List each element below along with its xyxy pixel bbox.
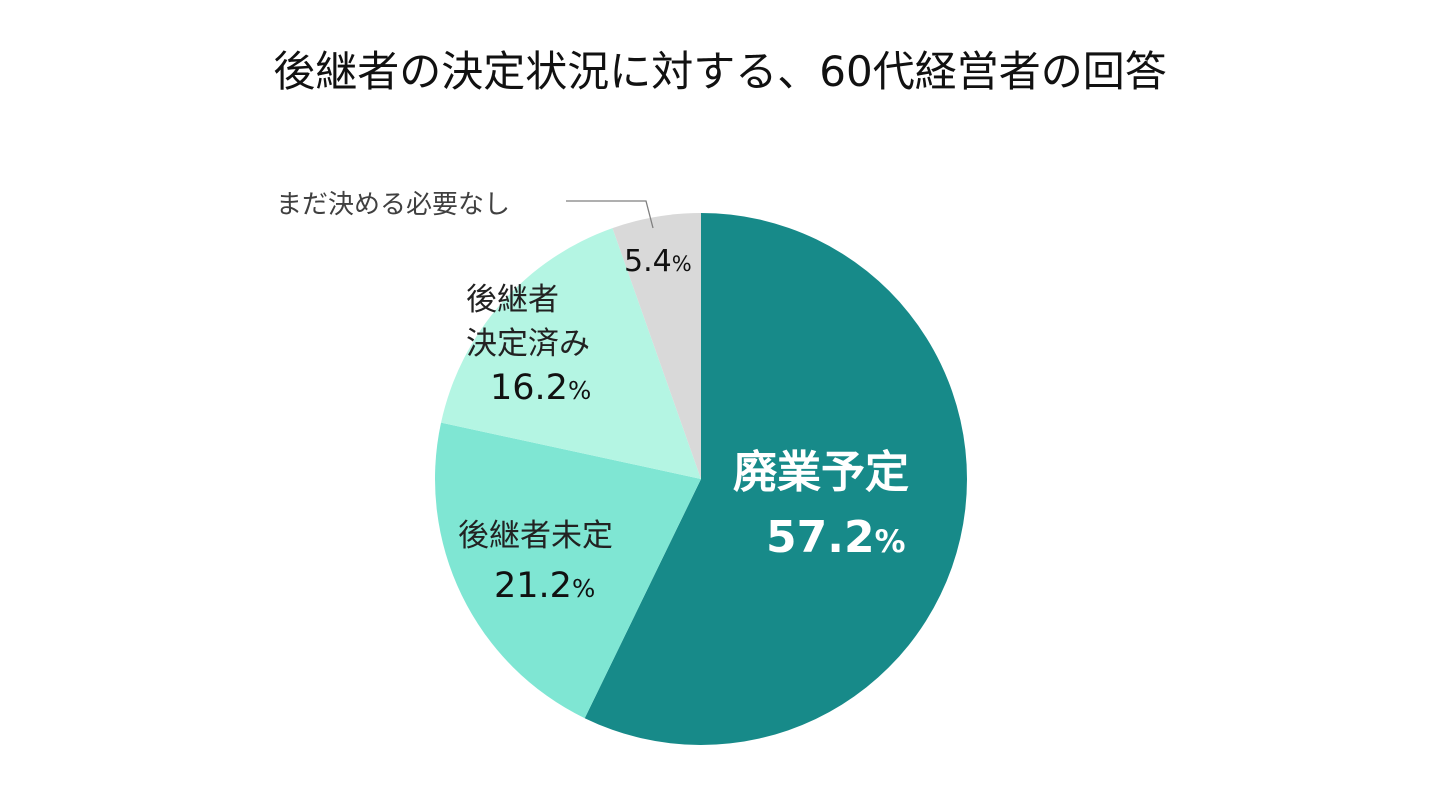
pie-slice-haigyo	[584, 213, 967, 745]
label-mitei-value: 21.2%	[494, 566, 596, 606]
label-haigyo-value: 57.2%	[766, 512, 906, 563]
label-haigyo-name: 廃業予定	[733, 447, 909, 498]
label-mitei-name: 後継者未定	[458, 518, 613, 554]
label-mada-value: 5.4%	[624, 244, 692, 279]
label-kettei-line2: 決定済み	[466, 326, 590, 362]
pie-slice-mada	[612, 213, 701, 479]
chart-title: 後継者の決定状況に対する、60代経営者の回答	[273, 47, 1167, 96]
label-mada-name: まだ決める必要なし	[276, 190, 511, 220]
pie-slice-kettei	[441, 228, 701, 479]
label-kettei-value: 16.2%	[490, 368, 592, 408]
pie-slice-mitei	[434, 422, 701, 719]
label-kettei-line1: 後継者	[466, 282, 559, 318]
leader-line	[566, 200, 654, 229]
